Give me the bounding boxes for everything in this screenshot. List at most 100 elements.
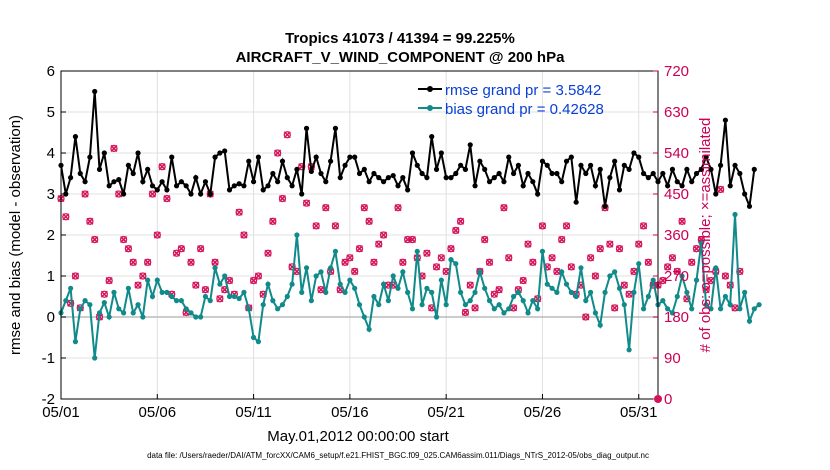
rmse-point-142 [742, 191, 748, 197]
bias-point-96 [520, 298, 526, 304]
obs-possible-25 [177, 245, 186, 253]
rmse-point-108 [578, 162, 584, 168]
rmse-point-88 [482, 166, 488, 172]
obs-assim-stroke-b-57 [331, 222, 339, 230]
bias-point-80 [443, 302, 449, 308]
obs-assimilated-102 [548, 254, 556, 262]
rmse-point-126 [665, 183, 671, 189]
obs-assimilated-131 [688, 258, 696, 266]
obs-assimilated-121 [640, 222, 648, 230]
bias-point-26 [183, 306, 189, 312]
y-right-tick-label-2: 180 [664, 309, 689, 326]
y-tick-label-7: 5 [47, 104, 55, 121]
obs-assim-stroke-b-43 [264, 249, 272, 257]
bias-point-27 [188, 310, 194, 316]
y-ticks: -2 -1 0 1 2 3 4 5 6 [42, 63, 66, 408]
rmse-point-37 [236, 181, 242, 187]
grid [60, 70, 658, 400]
obs-assim-stroke-b-65 [370, 258, 378, 266]
obs-assimilated-55 [322, 204, 330, 212]
obs-assim-stroke-b-7 [91, 236, 99, 244]
obs-possible-24 [172, 249, 181, 257]
bias-point-16 [135, 302, 141, 308]
obs-assimilated-96 [519, 277, 527, 285]
rmse-point-41 [255, 154, 261, 160]
obs-assimilated-140 [731, 304, 739, 312]
bias-point-59 [342, 289, 348, 295]
obs-assim-stroke-b-104 [558, 236, 566, 244]
bias-point-46 [279, 302, 286, 308]
footnote: data file: /Users/raeder/DAI/ATM_forcXX/… [147, 451, 649, 460]
bias-point-122 [645, 293, 651, 300]
bias-point-34 [222, 273, 228, 279]
rmse-point-89 [486, 179, 493, 185]
obs-assim-stroke-b-12 [115, 190, 123, 198]
obs-possible-109 [582, 313, 590, 321]
rmse-point-94 [510, 170, 517, 177]
x-tick-label-6: 05/31 [620, 404, 658, 421]
rmse-point-56 [328, 158, 334, 164]
obs-assim-stroke-b-21 [158, 163, 166, 171]
obs-assim-stroke-b-45 [274, 149, 282, 157]
bias-point-130 [684, 289, 690, 295]
bias-point-14 [125, 285, 132, 291]
rmse-point-101 [544, 162, 550, 168]
rmse-point-11 [111, 179, 117, 185]
obs-possible-116 [615, 245, 624, 253]
obs-assim-stroke-b-28 [192, 281, 200, 289]
obs-assim-stroke-b-125 [659, 277, 667, 285]
obs-assimilated-81 [447, 245, 455, 253]
rmse-point-51 [303, 125, 310, 131]
bias-point-69 [390, 273, 396, 279]
obs-possible-41 [254, 272, 263, 280]
obs-possible-40 [249, 276, 258, 285]
obs-assimilated-21 [158, 163, 166, 171]
bias-point-68 [385, 298, 391, 304]
bias-point-56 [328, 265, 334, 271]
obs-possible-132 [692, 245, 701, 253]
bias-point-51 [303, 265, 310, 271]
obs-possible-83 [456, 217, 465, 225]
bias-point-98 [530, 298, 536, 304]
obs-assim-stroke-b-102 [548, 254, 556, 262]
bias-point-71 [400, 269, 406, 275]
bias-point-45 [275, 306, 281, 312]
rmse-point-15 [130, 170, 136, 177]
obs-assimilated-112 [596, 245, 604, 253]
obs-possible-127 [668, 254, 677, 262]
bias-point-52 [308, 298, 314, 304]
bias-point-137 [717, 306, 724, 312]
obs-assim-stroke-b-85 [466, 281, 474, 289]
obs-possible-86 [471, 304, 479, 312]
rmse-point-53 [313, 154, 319, 160]
rmse-point-85 [467, 142, 473, 148]
rmse-point-45 [275, 179, 281, 185]
rmse-point-128 [674, 179, 680, 185]
obs-assimilated-61 [351, 267, 359, 275]
obs-assim-stroke-b-127 [668, 254, 676, 262]
obs-possible-54 [317, 286, 325, 294]
rmse-point-99 [535, 191, 541, 197]
obs-assim-stroke-b-30 [201, 286, 209, 294]
obs-assimilated-63 [360, 204, 368, 212]
rmse-point-20 [154, 187, 160, 193]
obs-possible-11 [110, 144, 118, 153]
obs-assimilated-14 [124, 245, 132, 253]
bias-point-119 [631, 289, 637, 295]
obs-assim-stroke-b-13 [120, 236, 128, 244]
rmse-point-115 [612, 158, 618, 164]
y-tick-label-6: 4 [47, 145, 55, 162]
obs-assimilated-73 [408, 236, 416, 244]
obs-possible-81 [447, 245, 455, 253]
x-tick-label-2: 05/11 [235, 404, 271, 421]
obs-possible-89 [485, 258, 494, 266]
bias-point-78 [433, 314, 440, 320]
bias-point-1 [63, 298, 69, 304]
y-right-zero-dot [654, 395, 662, 403]
bias-point-63 [361, 314, 367, 320]
obs-possible-92 [500, 204, 508, 212]
obs-possible-7 [91, 235, 99, 244]
rmse-point-77 [429, 134, 435, 140]
bias-point-88 [482, 285, 488, 291]
